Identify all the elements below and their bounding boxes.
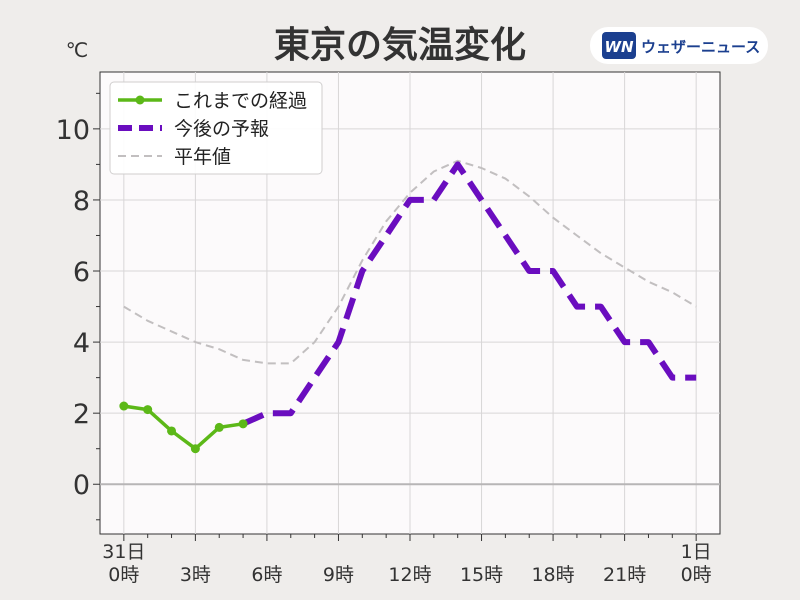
series-observed-point	[214, 422, 224, 432]
x-tick-label: 18時	[531, 564, 574, 586]
series-normal-line	[123, 159, 697, 365]
series-observed-point	[238, 419, 248, 429]
x-tick-label: 0時	[108, 564, 139, 586]
logo-mark: WN	[604, 38, 634, 56]
series-observed-point	[190, 444, 200, 454]
x-tick-label: 6時	[251, 564, 282, 586]
legend-label: これまでの経過	[174, 90, 307, 112]
x-tick-label: 31日	[102, 541, 145, 563]
x-tick-label: 15時	[460, 564, 503, 586]
legend-label: 平年値	[174, 146, 231, 168]
y-tick-label: 4	[73, 328, 90, 359]
x-tick-label: 21時	[603, 564, 646, 586]
series-observed-point	[167, 426, 177, 436]
x-tick-label: 12時	[388, 564, 431, 586]
series-observed-point	[119, 401, 129, 411]
series-layer	[119, 159, 697, 454]
x-tick-label: 1日	[681, 541, 712, 563]
logo-text: ウェザーニュース	[641, 38, 760, 56]
y-tick-label: 0	[73, 470, 90, 501]
y-axis-unit: ℃	[66, 38, 88, 62]
x-tick-label: 3時	[180, 564, 211, 586]
y-tick-label: 8	[73, 186, 90, 217]
weathernews-logo: WN ウェザーニュース	[590, 27, 768, 64]
series-observed-point	[143, 405, 153, 415]
chart-title: 東京の気温変化	[274, 24, 526, 66]
y-tick-label: 6	[73, 257, 90, 288]
x-tick-label: 0時	[681, 564, 712, 586]
y-tick-label: 2	[73, 399, 90, 430]
legend-label: 今後の予報	[174, 118, 269, 140]
series-forecast-line	[241, 161, 697, 427]
logo-mark-badge	[602, 32, 636, 59]
legend-box	[109, 81, 323, 175]
y-tick-label: 10	[56, 115, 90, 146]
legend-swatch-marker	[135, 95, 145, 105]
x-tick-label: 9時	[323, 564, 354, 586]
